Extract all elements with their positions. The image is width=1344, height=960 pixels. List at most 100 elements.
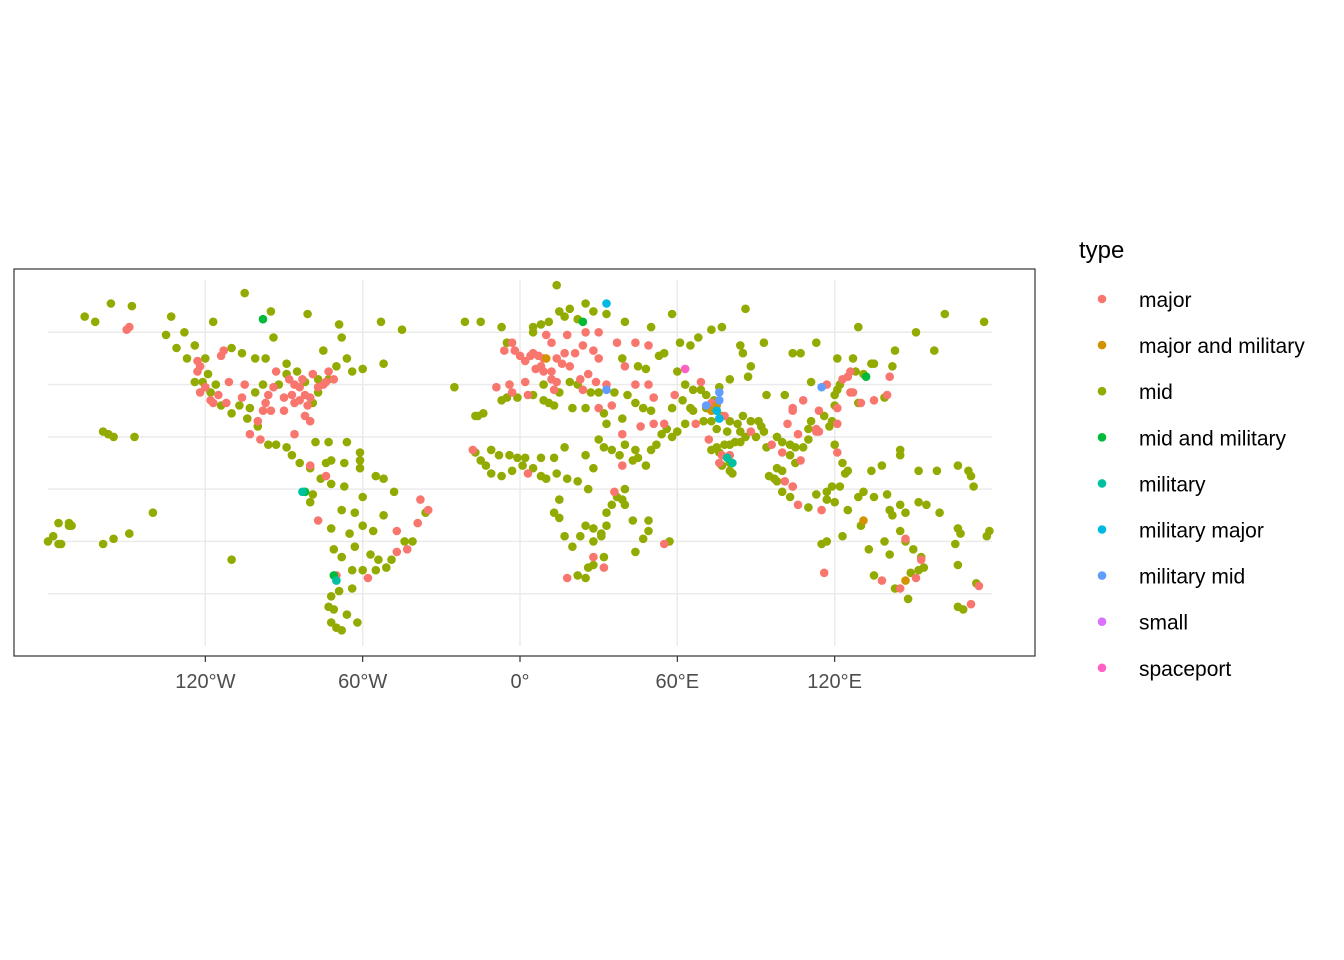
point-mid: [738, 348, 748, 358]
point-mid: [358, 521, 368, 530]
point-mid: [541, 474, 551, 484]
point-mid: [589, 524, 598, 533]
point-major: [589, 552, 598, 562]
point-mid: [743, 372, 753, 382]
point-mid: [785, 450, 795, 460]
point-major: [644, 341, 653, 350]
point-mid: [562, 474, 572, 484]
point-mid: [759, 427, 769, 436]
point-mid: [479, 409, 488, 418]
point-mid: [843, 505, 853, 515]
point-mid: [227, 555, 236, 564]
point-military-mid: [715, 396, 724, 405]
point-mid: [127, 301, 137, 311]
point-major: [492, 382, 501, 392]
point-mid: [620, 317, 630, 327]
point-major: [610, 487, 619, 497]
point-mid: [869, 571, 879, 580]
point-mid: [347, 584, 357, 593]
point-mid: [311, 437, 320, 447]
point-mid: [620, 484, 630, 494]
point-major: [329, 375, 339, 384]
point-major: [869, 396, 879, 405]
point-major: [882, 390, 892, 400]
point-major: [777, 448, 787, 457]
point-major: [560, 348, 569, 358]
point-mid: [772, 477, 782, 486]
point-major: [704, 435, 714, 444]
point-mid: [560, 531, 569, 541]
point-mid: [368, 526, 378, 536]
point-major: [594, 354, 603, 363]
point-major: [392, 526, 402, 536]
point-mid: [930, 346, 939, 355]
point-mid: [319, 346, 328, 355]
point-mid: [355, 456, 365, 465]
point-mid: [342, 354, 352, 363]
point-mid: [589, 537, 598, 546]
x-tick-label: 120°W: [175, 671, 235, 693]
point-mid: [644, 526, 653, 536]
point-major: [392, 547, 402, 557]
point-mid: [638, 403, 648, 413]
point-mid: [340, 482, 349, 491]
point-major: [670, 390, 679, 400]
point-mid: [329, 605, 339, 614]
point-major: [644, 380, 653, 389]
point-major: [295, 382, 305, 392]
point-major: [581, 328, 590, 337]
point-mid: [701, 390, 711, 400]
point-major: [208, 398, 218, 408]
point-mid: [830, 497, 839, 507]
point-major: [298, 375, 307, 384]
point-major: [253, 416, 263, 426]
legend: type major major and military mid mid and m…: [1079, 237, 1305, 681]
point-mid: [337, 333, 347, 342]
point-mid: [408, 537, 417, 546]
point-mid: [843, 466, 853, 476]
point-major: [589, 346, 598, 355]
point-mid: [717, 322, 727, 332]
point-mid: [565, 377, 575, 387]
point-mid: [397, 325, 407, 335]
point-mid: [922, 500, 931, 510]
point-major: [833, 419, 842, 429]
point-major: [523, 390, 533, 400]
point-major: [691, 419, 700, 429]
point-mid-and-military: [578, 317, 588, 327]
point-mid: [565, 304, 575, 314]
point-mid: [696, 385, 706, 395]
point-mid: [707, 416, 716, 426]
point-mid: [633, 362, 643, 371]
point-mid: [935, 508, 944, 517]
legend-key-military: [1097, 479, 1107, 488]
point-mid: [502, 393, 512, 402]
point-mid: [387, 555, 396, 564]
x-axis: 120°W 60°W 0° 60°E 120°E: [175, 656, 862, 693]
point-mid: [450, 382, 459, 392]
point-mid: [932, 466, 942, 476]
point-mid: [476, 456, 486, 465]
point-major: [222, 398, 231, 408]
point-mid: [243, 414, 252, 423]
point-mid: [211, 380, 221, 389]
point-mid: [951, 539, 960, 549]
point-mid: [819, 411, 829, 421]
point-mid: [688, 385, 698, 395]
point-mid: [882, 490, 892, 499]
data-points: [43, 280, 994, 635]
point-mid: [366, 550, 375, 559]
point-major: [599, 563, 609, 572]
point-mid: [303, 309, 312, 319]
point-mid: [295, 458, 305, 468]
point-major: [125, 322, 134, 332]
point-major-and-military: [541, 354, 551, 363]
point-mid: [599, 409, 609, 418]
point-mid: [90, 317, 100, 327]
point-major: [578, 341, 588, 350]
point-mid: [371, 471, 381, 481]
legend-title: type: [1079, 237, 1124, 264]
point-mid: [895, 526, 905, 536]
point-major: [214, 390, 223, 400]
point-mid: [261, 354, 270, 363]
